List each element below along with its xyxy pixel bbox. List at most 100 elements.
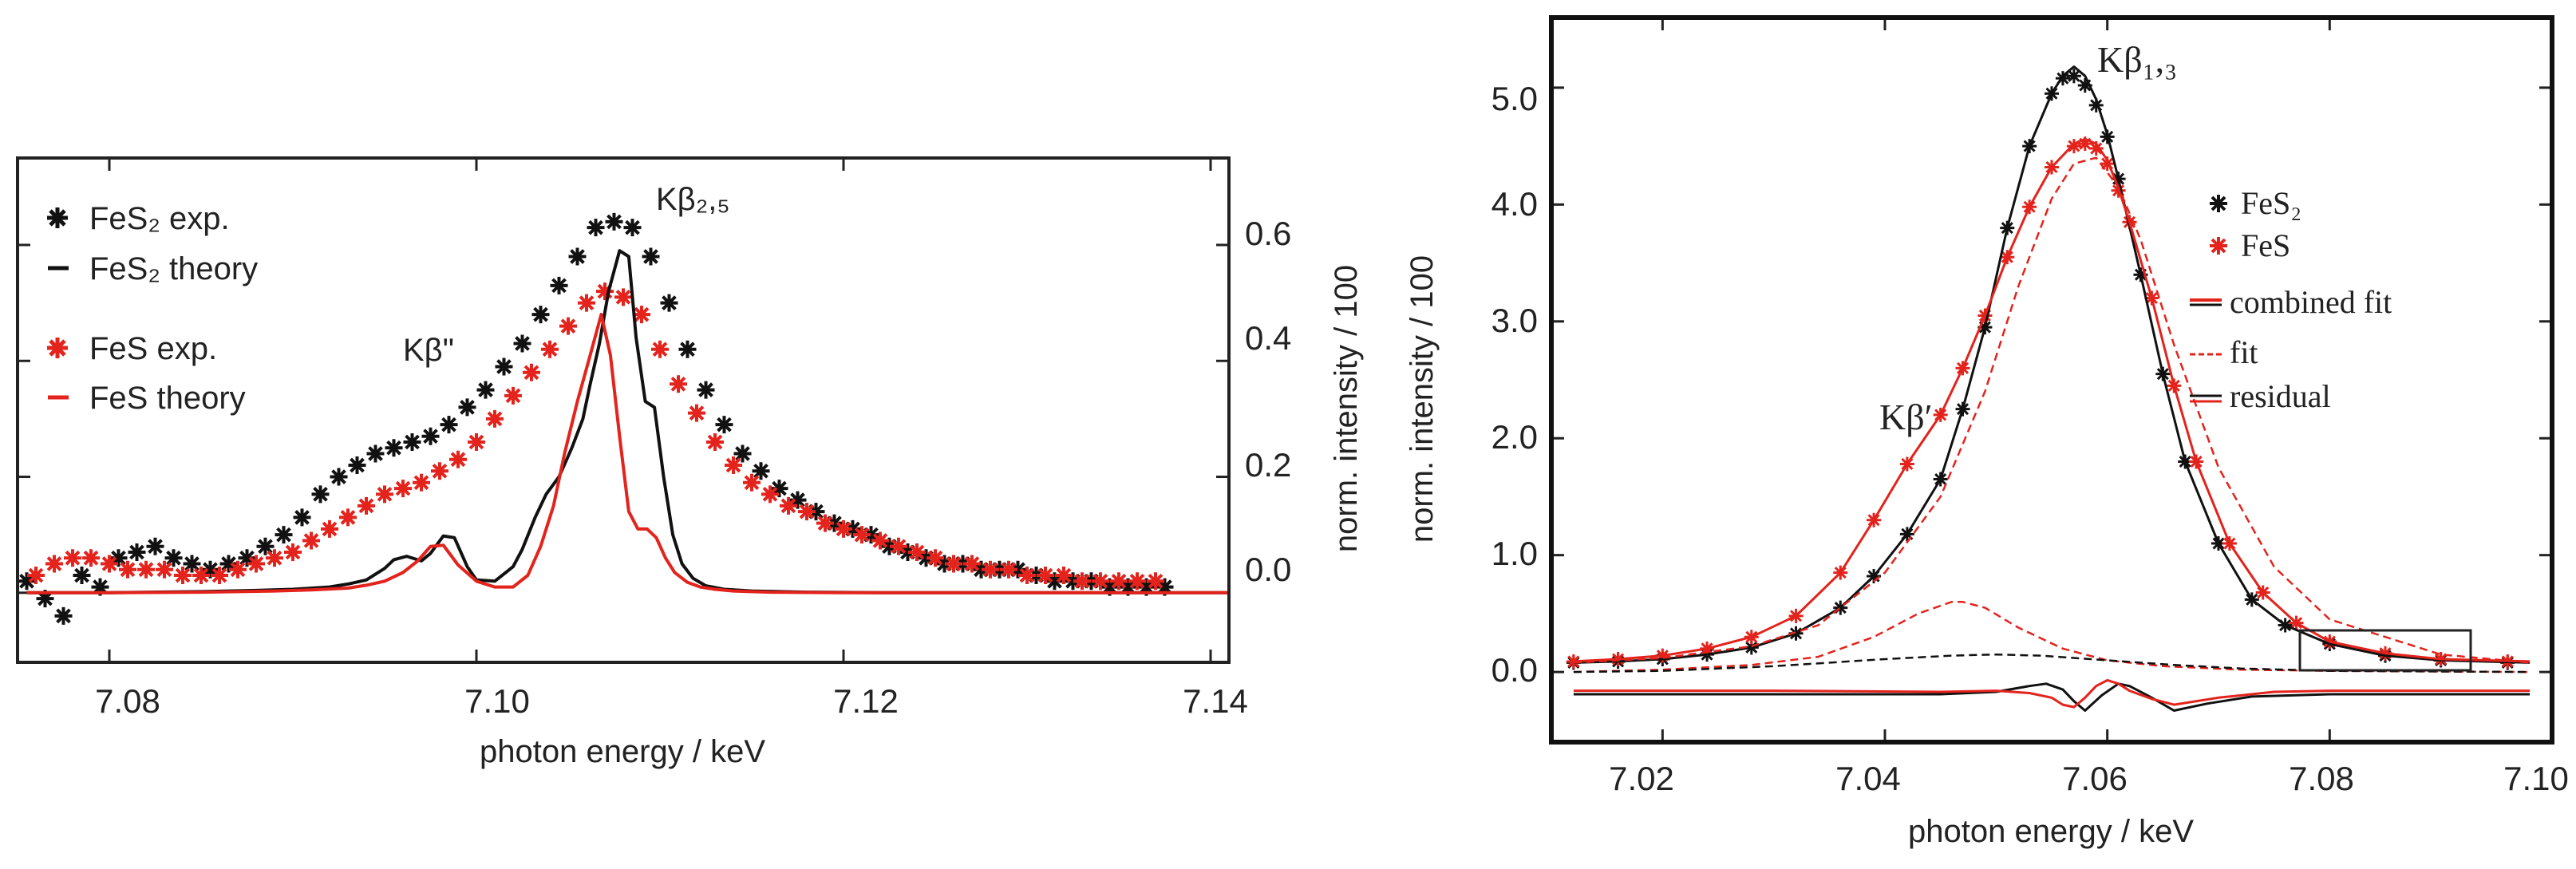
left-data-point <box>1018 567 1036 585</box>
left-data-point <box>192 567 210 585</box>
left-data-point <box>1082 572 1100 591</box>
left-data-point <box>440 416 458 434</box>
left-data-point <box>1100 578 1119 596</box>
left-data-point <box>1137 578 1156 596</box>
right-xtick-label: 7.02 <box>1609 760 1674 797</box>
right-data-point <box>2100 156 2115 172</box>
left-data-point <box>45 555 63 573</box>
left-data-point <box>1000 560 1017 579</box>
left-data-point <box>523 363 540 381</box>
left-data-point <box>982 560 999 579</box>
right-data-point <box>2077 136 2092 152</box>
left-legend-label: FeS₂ theory <box>89 251 258 286</box>
left-data-point <box>568 247 587 266</box>
left-data-point <box>752 462 770 480</box>
left-data-point <box>587 219 605 237</box>
left-data-point <box>697 381 715 399</box>
left-data-point <box>899 543 917 561</box>
right-ytick-label: 0.0 <box>1491 651 1538 689</box>
left-data-point <box>660 294 678 312</box>
left-data-point <box>596 282 614 301</box>
right-xtick-label: 7.06 <box>2062 760 2128 797</box>
left-series-layer <box>18 212 1229 625</box>
left-data-point <box>449 450 467 468</box>
right-xtick-label: 7.10 <box>2503 760 2569 797</box>
right-inset-box <box>2298 629 2472 672</box>
right-legend-label: residual <box>2230 378 2331 414</box>
left-series-fes-theory-line <box>26 313 1229 594</box>
right-legend-label: combined fit <box>2230 284 2392 320</box>
left-data-point <box>853 526 871 544</box>
left-data-point <box>1147 572 1164 591</box>
left-data-point <box>275 526 293 544</box>
left-data-point <box>413 473 430 492</box>
left-data-point <box>302 531 320 550</box>
right-plot-frame <box>1549 15 2554 745</box>
left-data-point <box>431 462 448 480</box>
left-data-point <box>926 549 944 567</box>
left-data-point <box>1110 572 1128 591</box>
left-data-point <box>725 456 742 475</box>
left-legend: FeS₂ exp. FeS₂ theory FeS exp. FeS theor… <box>47 201 258 416</box>
left-data-point <box>91 578 109 596</box>
right-series-fes-combined-fit-line <box>1573 65 2531 664</box>
left-legend-label: FeS exp. <box>89 331 217 366</box>
left-data-point <box>880 537 899 555</box>
left-data-point <box>917 549 935 567</box>
left-data-point <box>605 212 623 231</box>
left-ytick-label: 0.4 <box>1245 319 1291 357</box>
left-data-point <box>743 473 761 492</box>
left-plot-frame <box>16 156 1231 664</box>
left-data-point <box>101 555 118 573</box>
left-data-point <box>733 444 752 463</box>
right-series-layer <box>1566 65 2531 712</box>
left-data-point <box>623 219 642 237</box>
left-legend-label: FeS theory <box>89 381 246 416</box>
right-data-point <box>2088 141 2104 156</box>
left-xtick-label: 7.10 <box>464 682 530 720</box>
left-data-point <box>156 560 173 579</box>
left-data-point <box>954 555 972 573</box>
left-data-point <box>578 294 595 312</box>
left-data-point <box>513 334 531 353</box>
left-tick-marks <box>18 158 1229 662</box>
right-data-point <box>2055 71 2070 86</box>
left-data-point <box>486 409 504 428</box>
left-data-point <box>770 480 788 498</box>
left-data-point <box>559 317 577 335</box>
left-data-point <box>376 485 393 504</box>
right-legend-label: fit <box>2230 334 2258 370</box>
left-data-point <box>816 514 834 532</box>
left-data-point <box>651 340 669 358</box>
left-data-point <box>146 537 164 555</box>
left-legend-marker-fes2-exp <box>47 207 68 228</box>
left-data-point <box>531 306 550 324</box>
left-data-point <box>64 549 81 567</box>
left-data-point <box>266 549 283 567</box>
right-legend-marker-fes2 <box>2210 195 2227 212</box>
left-data-point <box>1119 578 1137 596</box>
left-data-point <box>54 606 73 625</box>
left-data-point <box>284 543 302 561</box>
left-data-point <box>780 496 797 515</box>
left-data-point <box>137 560 155 579</box>
left-data-point <box>211 567 228 585</box>
left-data-point <box>183 555 201 573</box>
left-data-point <box>788 491 807 509</box>
left-x-axis-label: photon energy / keV <box>480 734 765 769</box>
left-ytick-label: 0.0 <box>1245 551 1291 588</box>
left-y-axis-label: norm. intensity / 100 <box>1329 265 1364 552</box>
left-chart: 7.08 7.10 7.12 7.14 photon energy / keV … <box>16 156 1364 769</box>
left-data-point <box>495 357 513 376</box>
left-data-point <box>348 456 366 475</box>
right-xtick-label: 7.04 <box>1835 760 1901 797</box>
left-data-point <box>311 485 330 504</box>
left-xtick-label: 7.14 <box>1183 682 1248 720</box>
right-data-point <box>2077 77 2092 93</box>
left-ytick-label: 0.2 <box>1245 446 1291 484</box>
right-y-axis-label: norm. intensity / 100 <box>1405 255 1440 543</box>
left-data-point <box>614 288 632 306</box>
left-data-point <box>247 555 265 573</box>
left-data-point <box>128 543 146 561</box>
left-data-point <box>1128 572 1146 591</box>
